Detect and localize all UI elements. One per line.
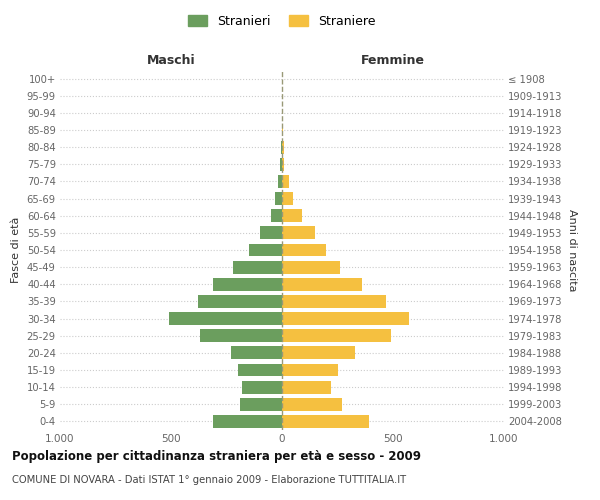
Bar [282,278,362,290]
Text: Maschi: Maschi [146,54,196,68]
Y-axis label: Fasce di età: Fasce di età [11,217,21,283]
Bar [282,398,342,410]
Bar [282,295,386,308]
Legend: Stranieri, Straniere: Stranieri, Straniere [185,11,379,32]
Bar [282,244,326,256]
Bar [231,346,282,360]
Text: COMUNE DI NOVARA - Dati ISTAT 1° gennaio 2009 - Elaborazione TUTTITALIA.IT: COMUNE DI NOVARA - Dati ISTAT 1° gennaio… [12,475,406,485]
Bar [282,330,391,342]
Bar [282,415,368,428]
Bar [282,346,355,360]
Bar [280,158,282,170]
Bar [233,260,282,274]
Bar [242,380,282,394]
Bar [200,330,282,342]
Bar [271,210,282,222]
Y-axis label: Anni di nascita: Anni di nascita [566,209,577,291]
Bar [282,210,302,222]
Bar [249,244,282,256]
Bar [213,415,282,428]
Bar [282,175,289,188]
Bar [282,140,284,153]
Bar [282,312,409,325]
Bar [213,278,282,290]
Text: Femmine: Femmine [361,54,425,68]
Bar [282,380,331,394]
Text: Popolazione per cittadinanza straniera per età e sesso - 2009: Popolazione per cittadinanza straniera p… [12,450,421,463]
Bar [240,398,282,410]
Bar [197,295,282,308]
Bar [282,364,337,376]
Bar [281,140,282,153]
Bar [282,158,284,170]
Bar [278,175,282,188]
Bar [282,124,283,136]
Bar [260,226,282,239]
Bar [275,192,282,205]
Bar [282,226,316,239]
Bar [282,192,293,205]
Bar [282,260,340,274]
Bar [169,312,282,325]
Bar [238,364,282,376]
